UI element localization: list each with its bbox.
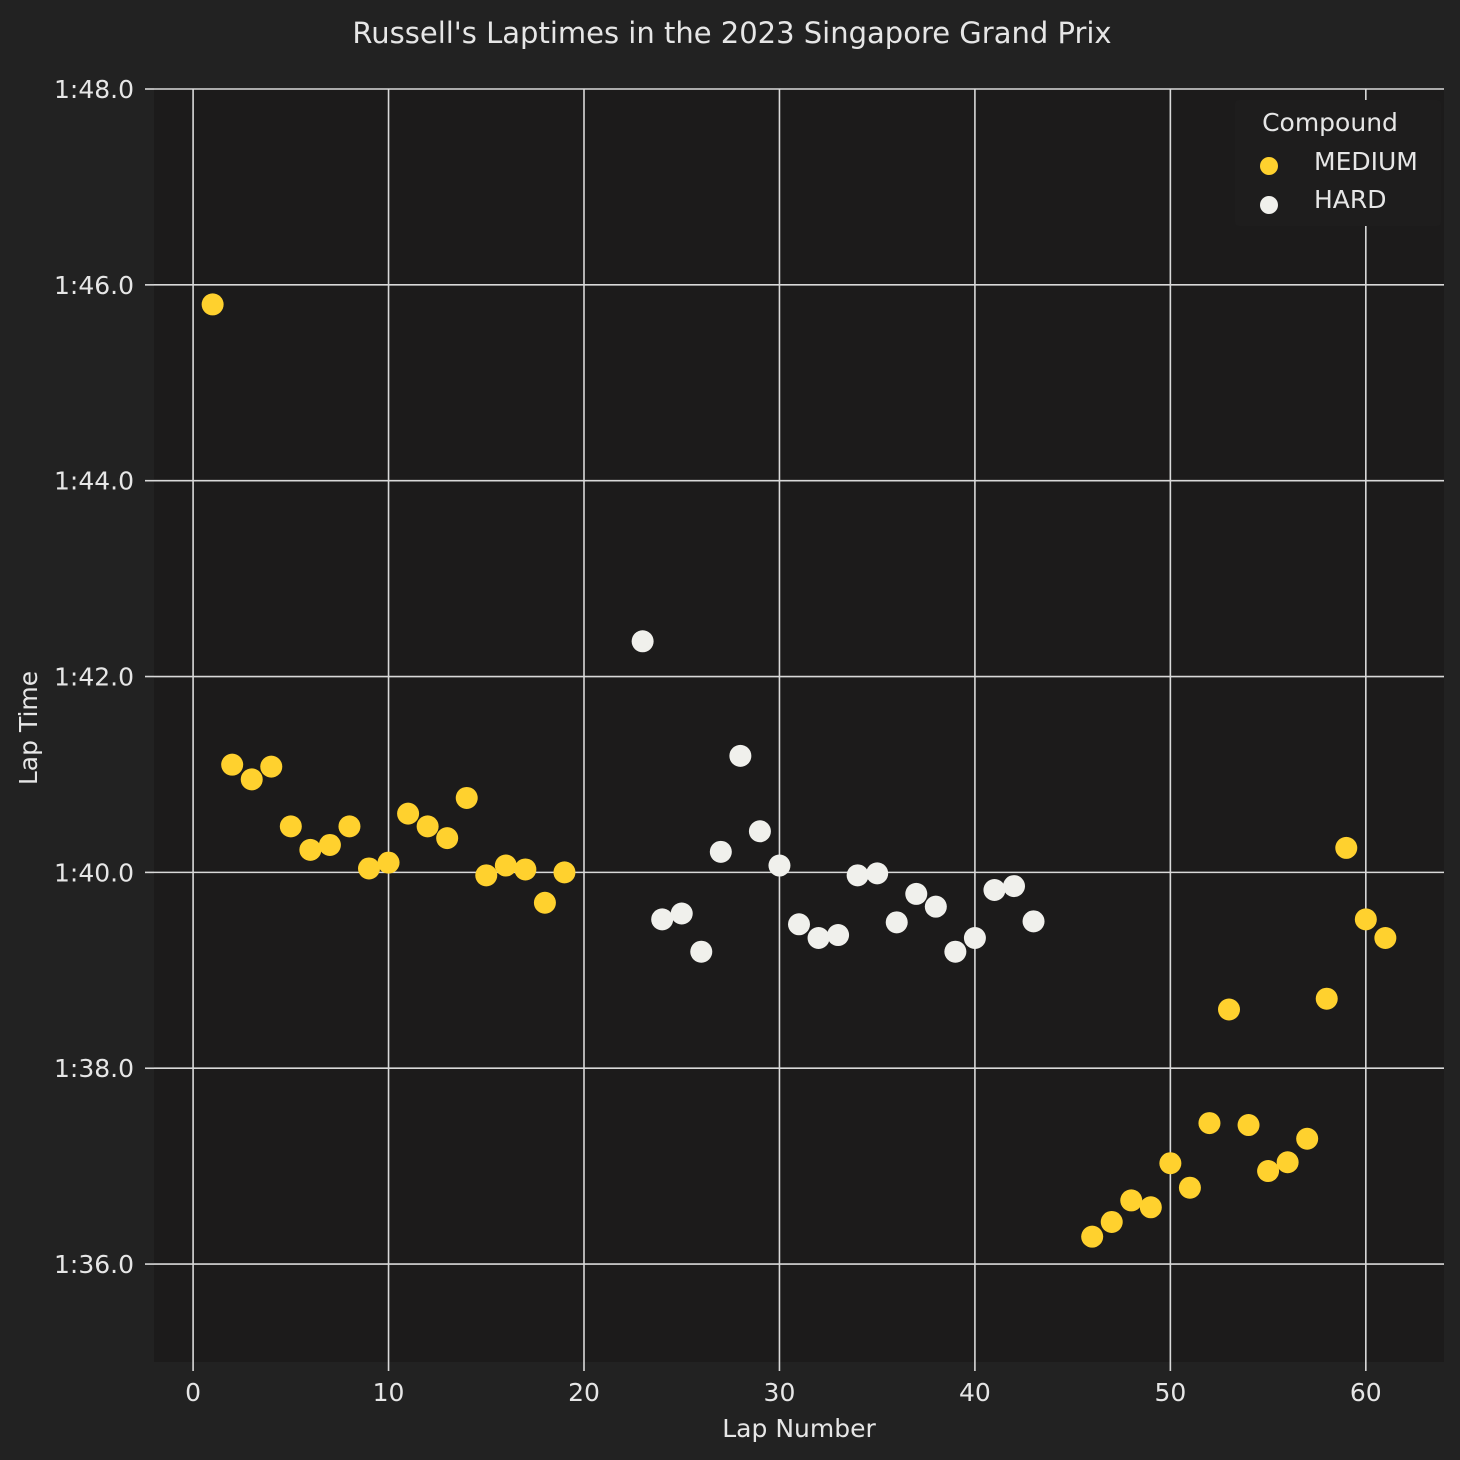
legend-marker-hard xyxy=(1260,196,1278,214)
point-medium xyxy=(1081,1225,1104,1248)
point-hard xyxy=(944,940,967,963)
point-hard xyxy=(983,879,1006,902)
point-hard xyxy=(827,924,850,947)
x-tick-label: 60 xyxy=(1350,1378,1382,1407)
point-medium xyxy=(377,851,400,874)
point-medium xyxy=(299,838,322,861)
x-axis-label: Lap Number xyxy=(722,1414,876,1443)
point-hard xyxy=(768,854,791,877)
point-hard xyxy=(651,908,674,931)
plot-area xyxy=(154,89,1444,1362)
x-tick-label: 10 xyxy=(373,1378,405,1407)
point-medium xyxy=(397,802,420,825)
point-hard xyxy=(1003,875,1025,898)
point-medium xyxy=(1237,1114,1260,1137)
y-axis-label: Lap Time xyxy=(14,671,43,785)
point-medium xyxy=(201,293,224,316)
point-medium xyxy=(1159,1152,1182,1175)
data-points xyxy=(201,293,1397,1248)
point-medium xyxy=(1374,926,1397,949)
point-medium xyxy=(221,753,244,776)
point-hard xyxy=(670,902,693,925)
point-medium xyxy=(475,864,498,887)
point-medium xyxy=(533,891,556,914)
grid-lines xyxy=(154,88,1444,1362)
point-medium xyxy=(1335,836,1358,859)
legend-label-hard: HARD xyxy=(1314,185,1387,214)
point-hard xyxy=(885,911,908,934)
point-hard xyxy=(924,895,947,918)
legend-title: Compound xyxy=(1262,108,1398,137)
y-tick-label: 1:42.0 xyxy=(54,663,134,692)
point-medium xyxy=(1315,987,1338,1010)
point-medium xyxy=(1198,1112,1221,1135)
point-medium xyxy=(338,815,361,838)
point-hard xyxy=(905,882,928,905)
point-hard xyxy=(807,926,830,949)
point-medium xyxy=(514,858,537,881)
point-medium xyxy=(358,857,380,880)
x-tick-label: 20 xyxy=(568,1378,600,1407)
point-medium xyxy=(279,815,302,838)
chart-title: Russell's Laptimes in the 2023 Singapore… xyxy=(352,16,1111,50)
point-medium xyxy=(416,815,439,838)
axis-ticks: 0 10 20 30 40 50 60 1:36.0 1:38.0 1:40.0 1:42.0 1:4… xyxy=(54,75,1382,1407)
point-medium xyxy=(494,854,517,877)
x-tick-label: 50 xyxy=(1154,1378,1186,1407)
y-tick-label: 1:40.0 xyxy=(54,858,134,887)
point-hard xyxy=(729,744,752,767)
y-tick-label: 1:44.0 xyxy=(54,467,134,496)
legend-box xyxy=(1235,100,1441,226)
point-medium xyxy=(260,755,283,778)
point-hard xyxy=(963,926,986,949)
point-hard xyxy=(866,862,889,885)
x-tick-label: 0 xyxy=(185,1378,201,1407)
y-tick-label: 1:38.0 xyxy=(54,1054,134,1083)
point-medium xyxy=(553,861,576,884)
y-tick-label: 1:46.0 xyxy=(54,271,134,300)
point-hard xyxy=(631,630,654,653)
point-medium xyxy=(1100,1210,1123,1233)
point-hard xyxy=(709,840,732,863)
point-hard xyxy=(788,913,810,936)
legend-marker-medium xyxy=(1260,157,1278,175)
point-medium xyxy=(1257,1160,1280,1183)
point-medium xyxy=(1218,998,1240,1021)
point-medium xyxy=(1276,1151,1299,1174)
x-tick-label: 30 xyxy=(764,1378,796,1407)
point-medium xyxy=(1354,908,1377,931)
point-medium xyxy=(455,786,478,809)
y-tick-label: 1:36.0 xyxy=(54,1250,134,1279)
point-medium xyxy=(1296,1127,1319,1150)
x-tick-label: 40 xyxy=(959,1378,991,1407)
point-hard xyxy=(1022,910,1045,933)
point-medium xyxy=(240,768,263,791)
point-medium xyxy=(318,833,341,856)
point-hard xyxy=(846,864,869,887)
y-tick-label: 1:48.0 xyxy=(54,75,134,104)
point-hard xyxy=(748,820,771,843)
legend-label-medium: MEDIUM xyxy=(1314,147,1418,176)
legend: Compound MEDIUM HARD xyxy=(1235,100,1441,226)
point-medium xyxy=(1178,1176,1201,1199)
point-medium xyxy=(436,827,459,850)
point-hard xyxy=(690,940,713,963)
point-medium xyxy=(1120,1189,1143,1212)
point-medium xyxy=(1139,1196,1162,1219)
